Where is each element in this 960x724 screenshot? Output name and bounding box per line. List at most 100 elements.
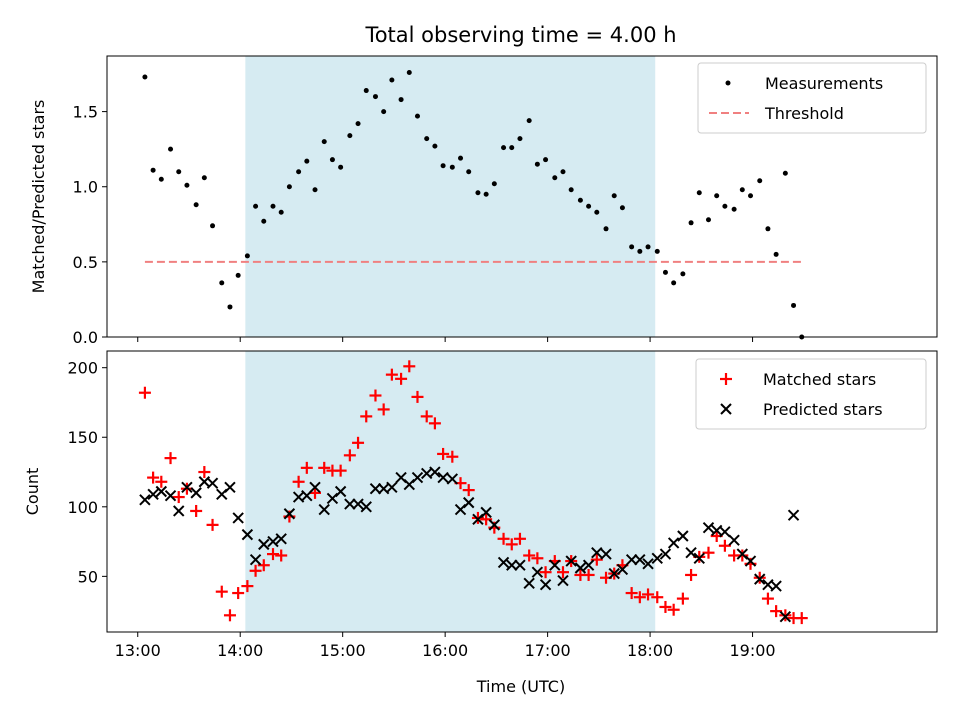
predicted-star-point (557, 574, 569, 587)
x-tick-label: 17:00 (525, 641, 571, 660)
predicted-star-point (181, 481, 193, 494)
measurement-point (227, 304, 233, 310)
measurement-point (662, 269, 668, 275)
measurement-point (414, 113, 420, 119)
measurement-point (782, 170, 788, 176)
predicted-star-point (549, 559, 561, 571)
predicted-star-point (429, 466, 441, 478)
ratio-panel: 0.0 0.5 1.0 1.5 Matched/Predicted stars Mea… (29, 55, 938, 347)
predicted-star-point (651, 552, 663, 564)
matched-star-point (795, 612, 808, 625)
measurement-point (654, 248, 660, 254)
matched-star-point (497, 532, 510, 545)
measurement-point (791, 302, 797, 308)
measurement-point (261, 218, 267, 224)
matched-star-point (428, 417, 441, 430)
predicted-star-point (360, 501, 372, 513)
matched-star-point (582, 568, 595, 581)
predicted-star-point (608, 567, 620, 580)
predicted-star-point (173, 505, 185, 517)
matched-star-point (513, 532, 526, 545)
counts-x-ticks: 13:00 14:00 15:00 16:00 17:00 18:00 19:00 (115, 632, 776, 660)
legend-box (695, 358, 927, 430)
x-tick-label: 14:00 (217, 641, 263, 660)
measurement-point (150, 167, 156, 173)
predicted-star-point (386, 481, 398, 494)
predicted-star-point (728, 534, 740, 546)
predicted-star-point (685, 547, 697, 559)
y-tick-label: 0.5 (73, 253, 98, 272)
matched-star-point (318, 461, 331, 474)
predicted-star-point (787, 509, 800, 521)
measurement-point (372, 94, 378, 100)
legend-measurements-label: Measurements (765, 74, 883, 93)
measurement-point (491, 181, 497, 187)
predicted-star-point (411, 471, 424, 484)
measurement-point (680, 271, 686, 277)
measurement-point (338, 164, 344, 170)
matched-star-point (395, 372, 408, 385)
x-tick-label: 19:00 (730, 641, 776, 660)
measurement-point (312, 187, 318, 193)
predicted-star-point (634, 553, 646, 566)
measurement-point (235, 272, 241, 278)
predicted-star-point (677, 530, 689, 542)
measurement-point (321, 139, 327, 145)
measurement-point (184, 182, 190, 188)
matched-star-point (241, 580, 254, 593)
measurement-point (560, 169, 566, 175)
predicted-star-point (779, 610, 792, 623)
predicted-star-point (754, 573, 766, 585)
ratio-plot-area (142, 70, 805, 340)
measurement-point (406, 70, 412, 76)
matched-star-point (377, 403, 390, 416)
legend-box (697, 62, 927, 134)
measurement-point (517, 136, 523, 142)
ratio-y-ticks: 0.0 0.5 1.0 1.5 (73, 103, 107, 347)
measurement-point (158, 176, 164, 182)
matched-star-point (138, 386, 151, 399)
matched-star-point (411, 390, 424, 403)
predicted-star-point (531, 566, 544, 578)
counts-legend: Matched stars Predicted stars (695, 358, 927, 430)
measurement-point (645, 244, 651, 250)
matched-star-point (190, 504, 203, 517)
measurement-point (176, 169, 182, 175)
counts-y-axis-label: Count (23, 468, 42, 516)
measurement-point (381, 109, 387, 115)
y-tick-label: 100 (67, 498, 98, 517)
measurement-point (329, 157, 335, 163)
matched-star-point (385, 368, 398, 381)
legend-measurement-marker (725, 80, 731, 86)
measurement-point (543, 157, 549, 163)
matched-star-point (642, 588, 655, 601)
measurement-point (739, 187, 745, 193)
matched-star-point (531, 552, 544, 565)
matched-star-point (685, 568, 698, 581)
measurement-point (714, 193, 720, 199)
measurement-point (219, 280, 225, 286)
legend-predicted-label: Predicted stars (763, 400, 883, 419)
matched-star-point (446, 450, 459, 463)
predicted-star-point (582, 559, 595, 571)
matched-star-point (309, 486, 322, 499)
matched-star-point (360, 410, 373, 423)
y-tick-label: 1.0 (73, 178, 98, 197)
predicted-star-point (258, 538, 270, 551)
measurement-point (722, 203, 728, 209)
matched-star-point (232, 587, 245, 600)
measurement-point (483, 191, 489, 197)
predicted-star-point (523, 577, 535, 590)
observing-window-shade (245, 351, 656, 632)
predicted-star-point (480, 506, 492, 519)
predicted-star-point (625, 553, 638, 566)
measurement-point (748, 193, 754, 199)
predicted-star-point (309, 481, 321, 494)
measurement-point (466, 169, 472, 175)
counts-y-ticks: 50 100 150 200 (67, 359, 107, 586)
predicted-star-point (719, 526, 731, 538)
predicted-star-point (565, 555, 577, 567)
predicted-star-point (659, 548, 672, 560)
x-tick-label: 16:00 (422, 641, 468, 660)
x-tick-label: 18:00 (627, 641, 673, 660)
